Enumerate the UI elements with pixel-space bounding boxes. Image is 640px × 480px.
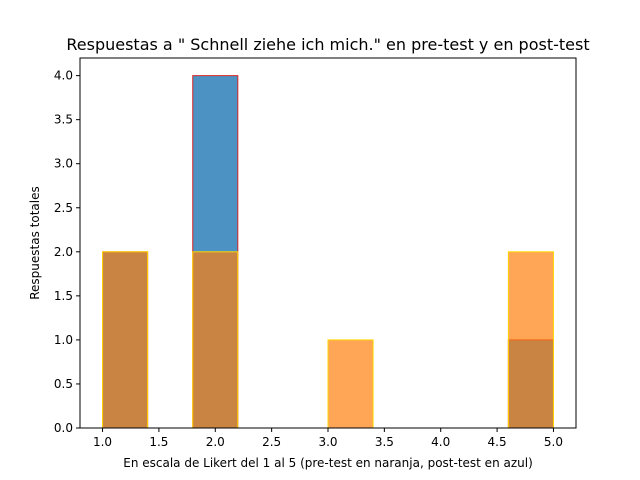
x-tick-label: 2.5 <box>262 435 281 449</box>
y-tick-label: 2.0 <box>54 245 73 259</box>
y-tick-label: 4.0 <box>54 69 73 83</box>
bar-pre-test-6 <box>327 339 374 429</box>
x-tick-label: 2.0 <box>206 435 225 449</box>
y-tick-label: 3.5 <box>54 113 73 127</box>
bar-pre-test-10 <box>507 251 554 429</box>
y-tick-label: 1.0 <box>54 333 73 347</box>
x-axis-title: En escala de Likert del 1 al 5 (pre-test… <box>123 456 533 470</box>
x-tick-label: 1.5 <box>149 435 168 449</box>
y-tick-label: 0.0 <box>54 421 73 435</box>
bar-pre-test-1 <box>102 251 149 429</box>
bar-pre-test-3 <box>192 251 239 429</box>
y-tick-label: 1.5 <box>54 289 73 303</box>
y-axis: 0.0 0.5 1.0 1.5 2.0 2.5 3.0 3.5 4.0 <box>54 69 80 435</box>
y-tick-label: 2.5 <box>54 201 73 215</box>
y-tick-label: 3.0 <box>54 157 73 171</box>
x-tick-label: 4.5 <box>488 435 507 449</box>
x-tick-label: 3.5 <box>375 435 394 449</box>
x-tick-label: 4.0 <box>431 435 450 449</box>
y-axis-title: Respuestas totales <box>28 186 42 300</box>
bars-layer <box>102 75 554 429</box>
x-tick-label: 1.0 <box>93 435 112 449</box>
chart-title: Respuestas a " Schnell ziehe ich mich." … <box>66 35 589 54</box>
x-axis: 1.0 1.5 2.0 2.5 3.0 3.5 4.0 4.5 5.0 <box>93 428 563 449</box>
x-tick-label: 5.0 <box>544 435 563 449</box>
x-tick-label: 3.0 <box>318 435 337 449</box>
y-tick-label: 0.5 <box>54 377 73 391</box>
